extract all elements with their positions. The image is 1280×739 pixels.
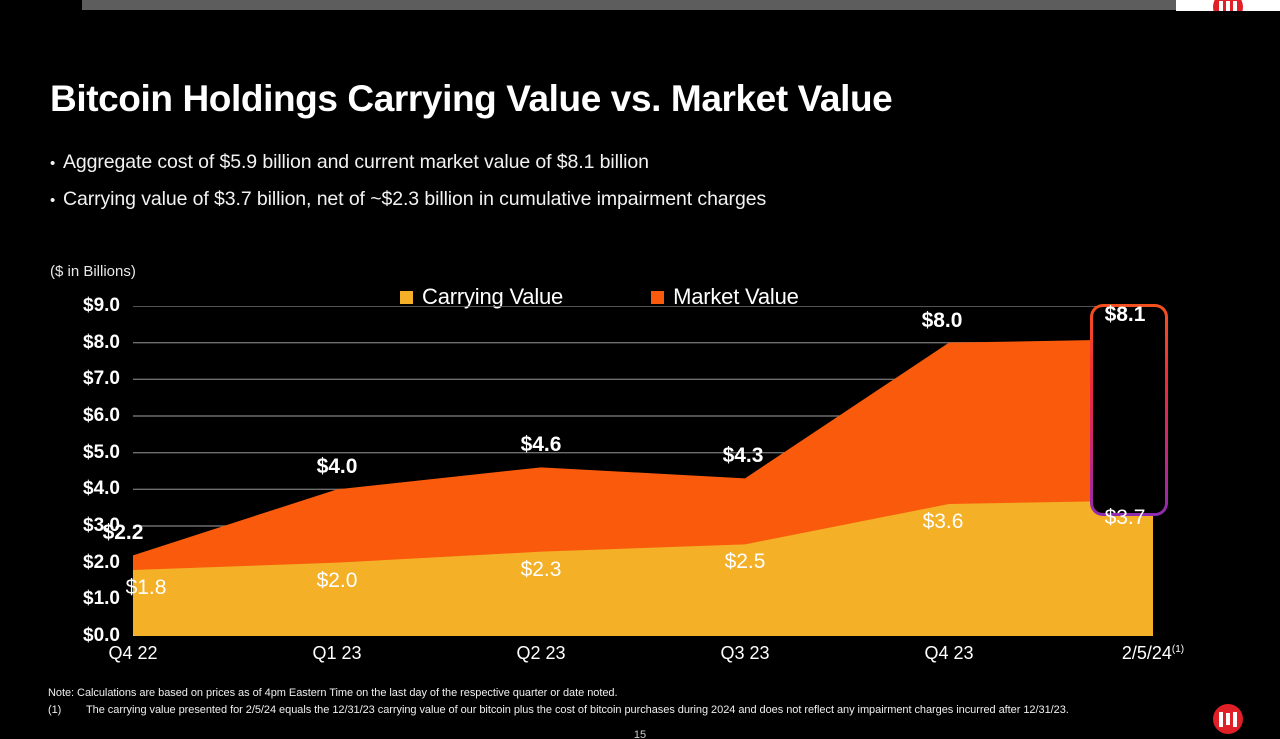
y-axis-tick-label: $5.0 xyxy=(83,441,120,463)
plot-area xyxy=(133,306,1153,636)
bullet-list: • Aggregate cost of $5.9 billion and cur… xyxy=(50,151,1150,225)
page-number: 15 xyxy=(633,729,647,739)
footnote-text: The carrying value presented for 2/5/24 … xyxy=(86,704,1069,717)
bullet-item: • Carrying value of $3.7 billion, net of… xyxy=(50,188,1150,211)
legend-label: Market Value xyxy=(673,284,799,309)
y-axis-tick-label: $8.0 xyxy=(83,331,120,353)
previous-slide-edge xyxy=(0,0,1280,11)
x-axis-tick-label: 2/5/24(1) xyxy=(1121,643,1185,663)
bullet-item: • Aggregate cost of $5.9 billion and cur… xyxy=(50,151,1150,174)
x-axis-tick-label: Q1 23 xyxy=(312,643,362,663)
legend-item-market-value: Market Value xyxy=(651,284,799,310)
footnote-list: Note: Calculations are based on prices a… xyxy=(48,685,1238,719)
chart-legend: Carrying Value Market Value xyxy=(400,284,799,310)
slide-canvas: Bitcoin Holdings Carrying Value vs. Mark… xyxy=(0,11,1280,739)
footnote-item: Note: Calculations are based on prices a… xyxy=(48,685,1238,702)
bullet-marker-icon: • xyxy=(50,155,56,172)
chart: $9.0 $8.0 $7.0 $6.0 $5.0 $4.0 $3.0 $2.0 $1.0 $0.0 xyxy=(0,295,1280,646)
y-axis-tick-label: $0.0 xyxy=(83,625,120,646)
legend-swatch-icon xyxy=(400,290,413,304)
x-axis-tick-label: Q3 23 xyxy=(720,643,770,663)
area-series-carrying-value xyxy=(133,500,1153,636)
y-axis-tick-label: $2.0 xyxy=(83,551,120,573)
x-axis-tick-footnote-marker: (1) xyxy=(1171,644,1185,655)
page-title: Bitcoin Holdings Carrying Value vs. Mark… xyxy=(50,78,893,119)
y-axis: $9.0 $8.0 $7.0 $6.0 $5.0 $4.0 $3.0 $2.0 $1.0 $0.0 xyxy=(0,295,120,646)
x-axis-tick-label: Q4 23 xyxy=(924,643,974,663)
footnote-item: (1) The carrying value presented for 2/5… xyxy=(48,702,1238,719)
x-axis-tick-label: Q2 23 xyxy=(516,643,566,663)
microstrategy-logo-icon xyxy=(1213,704,1243,734)
y-axis-tick-label: $7.0 xyxy=(83,368,120,390)
legend-item-carrying-value: Carrying Value xyxy=(400,284,563,310)
previous-slide-gray-bar xyxy=(82,0,1176,10)
footnote-text: Note: Calculations are based on prices a… xyxy=(48,687,618,699)
area-chart-svg xyxy=(133,306,1153,636)
y-axis-tick-label: $9.0 xyxy=(83,295,120,316)
x-axis: Q4 22 Q1 23 Q2 23 Q3 23 Q4 23 2/5/24(1) xyxy=(0,643,1280,673)
y-axis-tick-label: $6.0 xyxy=(83,405,120,426)
legend-label: Carrying Value xyxy=(422,284,564,309)
chart-units-label: ($ in Billions) xyxy=(50,263,136,280)
y-axis-tick-label: $4.0 xyxy=(83,478,120,500)
legend-swatch-icon xyxy=(651,290,665,304)
bullet-marker-icon: • xyxy=(50,192,56,209)
y-axis-tick-label: $3.0 xyxy=(83,515,120,536)
footnote-marker: (1) xyxy=(48,704,62,717)
bullet-text: Aggregate cost of $5.9 billion and curre… xyxy=(63,151,649,173)
y-axis-tick-label: $1.0 xyxy=(83,588,120,610)
bullet-text: Carrying value of $3.7 billion, net of ~… xyxy=(63,188,767,210)
x-axis-tick-label: Q4 22 xyxy=(108,643,158,663)
